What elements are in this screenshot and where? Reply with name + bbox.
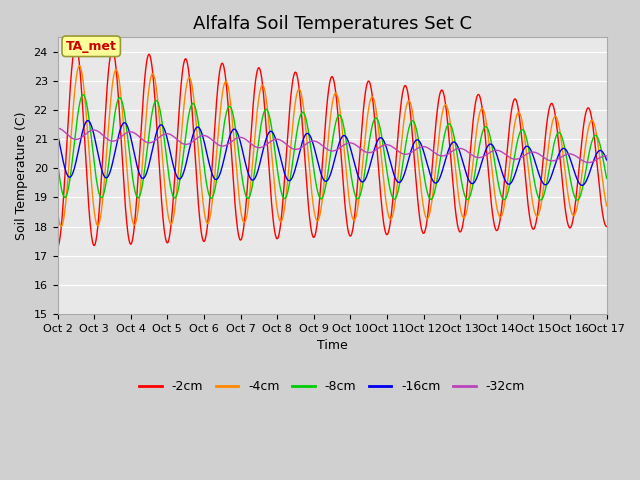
- Line: -32cm: -32cm: [58, 128, 607, 163]
- -8cm: [54, 158, 61, 164]
- -4cm: [58, 224, 65, 229]
- -8cm: [237, 170, 245, 176]
- -16cm: [176, 176, 184, 182]
- X-axis label: Time: Time: [317, 339, 348, 352]
- Line: -2cm: -2cm: [58, 46, 607, 247]
- -32cm: [176, 139, 184, 144]
- -16cm: [84, 118, 92, 123]
- Text: TA_met: TA_met: [66, 40, 116, 53]
- -32cm: [489, 148, 497, 154]
- -16cm: [490, 144, 497, 149]
- -8cm: [538, 197, 545, 203]
- -8cm: [490, 150, 497, 156]
- -4cm: [54, 208, 61, 214]
- -4cm: [177, 144, 184, 150]
- -8cm: [176, 177, 184, 182]
- -4cm: [490, 182, 497, 188]
- -16cm: [538, 178, 545, 184]
- -4cm: [603, 203, 611, 209]
- -32cm: [163, 131, 170, 137]
- -8cm: [418, 156, 426, 162]
- -8cm: [573, 197, 581, 203]
- -32cm: [54, 125, 61, 131]
- -2cm: [538, 171, 545, 177]
- -2cm: [72, 43, 80, 48]
- Y-axis label: Soil Temperature (C): Soil Temperature (C): [15, 111, 28, 240]
- -32cm: [603, 153, 611, 159]
- -32cm: [585, 160, 593, 166]
- Line: -16cm: -16cm: [58, 120, 607, 185]
- -32cm: [417, 144, 425, 150]
- -2cm: [490, 216, 497, 222]
- -16cm: [603, 157, 611, 163]
- -32cm: [237, 134, 245, 140]
- -2cm: [54, 244, 61, 250]
- -16cm: [418, 143, 426, 148]
- -2cm: [603, 224, 611, 229]
- -8cm: [603, 175, 611, 181]
- -16cm: [163, 133, 170, 139]
- -16cm: [579, 182, 586, 188]
- -4cm: [76, 63, 83, 69]
- -2cm: [176, 95, 184, 101]
- -2cm: [163, 240, 170, 245]
- -16cm: [54, 131, 61, 137]
- -32cm: [538, 153, 545, 158]
- -4cm: [238, 214, 246, 220]
- Line: -4cm: -4cm: [58, 66, 607, 227]
- -2cm: [418, 226, 426, 232]
- -16cm: [237, 143, 245, 149]
- -4cm: [538, 195, 546, 201]
- -2cm: [237, 236, 245, 242]
- Legend: -2cm, -4cm, -8cm, -16cm, -32cm: -2cm, -4cm, -8cm, -16cm, -32cm: [134, 375, 530, 398]
- -4cm: [418, 193, 426, 199]
- -4cm: [163, 204, 171, 210]
- Line: -8cm: -8cm: [58, 95, 607, 200]
- -8cm: [163, 156, 170, 162]
- Title: Alfalfa Soil Temperatures Set C: Alfalfa Soil Temperatures Set C: [193, 15, 472, 33]
- -8cm: [79, 92, 87, 97]
